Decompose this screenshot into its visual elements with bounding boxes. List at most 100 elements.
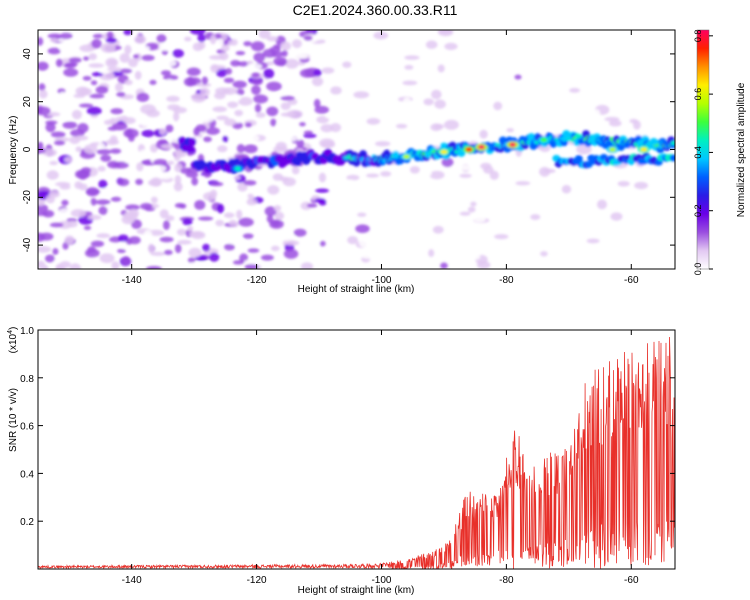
noise-cell [146, 109, 160, 118]
noise-cell [460, 164, 472, 171]
noise-cell [165, 124, 174, 133]
noise-cell [50, 131, 66, 138]
noise-cell [74, 181, 83, 190]
noise-cell [399, 34, 410, 44]
noise-cell [303, 35, 313, 41]
snr-plot: -140 -120 -100 -80 -60 0.2 0.4 0.6 0.8 1.0 Heigh… [7, 326, 676, 596]
x-tick-label: -120 [247, 275, 267, 286]
noise-cell [251, 85, 261, 95]
noise-cell [162, 220, 170, 231]
noise-cell [38, 106, 51, 116]
noise-cell [365, 201, 378, 211]
noise-cell [200, 182, 208, 192]
noise-cell [280, 233, 296, 242]
noise-cell [100, 42, 116, 53]
noise-cell [467, 206, 476, 213]
noise-cell [128, 236, 141, 245]
noise-cell [313, 69, 322, 77]
ridge-cell [527, 133, 536, 142]
noise-cell [99, 69, 110, 74]
noise-cell [218, 52, 229, 61]
colorbar-label: Normalized spectral amplitude [736, 82, 747, 217]
noise-cell [128, 58, 138, 68]
noise-cell [443, 119, 459, 130]
noise-cell [189, 77, 202, 86]
noise-cell [74, 242, 83, 248]
noise-cell [42, 209, 55, 218]
noise-cell [38, 89, 48, 99]
noise-cell [61, 116, 74, 121]
noise-cell [194, 199, 206, 210]
noise-cell [296, 139, 305, 149]
noise-cell [534, 30, 546, 37]
noise-cell [306, 203, 318, 208]
noise-cell [355, 224, 370, 233]
noise-cell [47, 33, 63, 39]
noise-cell [174, 175, 182, 185]
noise-cell [110, 108, 123, 115]
noise-cell [187, 257, 196, 264]
peak-cell [540, 137, 548, 143]
noise-cell [209, 34, 217, 45]
noise-cell [199, 87, 210, 97]
noise-cell [232, 80, 247, 89]
noise-cell [58, 208, 74, 214]
noise-cell [90, 80, 98, 86]
noise-cell [425, 40, 438, 49]
noise-cell [247, 248, 260, 253]
colorbar-tick-label: 0.6 [693, 88, 703, 101]
noise-cell [540, 251, 548, 257]
noise-cell [380, 171, 392, 177]
noise-cell [68, 57, 82, 63]
noise-cell [320, 124, 334, 133]
noise-cell [279, 176, 290, 182]
noise-cell [419, 264, 429, 269]
noise-cell [62, 242, 69, 250]
noise-cell [244, 259, 260, 265]
noise-cell [63, 68, 79, 77]
noise-cell [79, 44, 95, 52]
noise-cell [206, 127, 220, 135]
x-tick-label: -80 [499, 575, 514, 586]
noise-cell [91, 72, 104, 77]
y-tick-label: -40 [22, 237, 33, 252]
noise-cell [106, 31, 114, 39]
noise-cell [213, 236, 223, 245]
noise-cell [273, 44, 282, 49]
noise-cell [423, 98, 434, 106]
noise-cell [67, 220, 78, 228]
noise-cell [432, 225, 444, 234]
noise-cell [429, 170, 445, 180]
noise-cell [286, 109, 303, 119]
noise-cell [61, 199, 69, 206]
noise-cell [430, 123, 442, 131]
noise-cell [216, 115, 229, 121]
noise-cell [223, 212, 235, 219]
noise-cell [228, 219, 237, 226]
noise-cell [210, 189, 218, 199]
noise-cell [530, 214, 541, 221]
noise-cell [45, 120, 58, 125]
noise-cell [89, 93, 105, 99]
noise-cell [285, 58, 299, 69]
noise-cell [109, 117, 118, 124]
noise-cell [117, 248, 126, 254]
noise-cell [85, 189, 101, 195]
noise-cell [297, 100, 309, 110]
noise-cell [333, 94, 342, 103]
noise-cell [187, 225, 194, 232]
noise-cell [243, 180, 257, 186]
noise-cell [115, 82, 124, 93]
noise-cell [198, 114, 215, 123]
ridge-cell [188, 137, 197, 146]
noise-cell [321, 67, 335, 74]
noise-cell [186, 262, 203, 268]
noise-cell [473, 216, 486, 223]
noise-cell [166, 95, 180, 102]
noise-cell [163, 249, 173, 255]
noise-cell [470, 201, 477, 207]
noise-cell [167, 160, 175, 165]
noise-cell [375, 122, 384, 129]
y-tick-label: 0.4 [20, 469, 34, 480]
y-tick-label: 0.8 [20, 374, 34, 385]
